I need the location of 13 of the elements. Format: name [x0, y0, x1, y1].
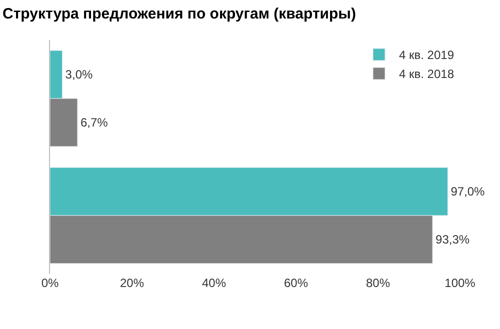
x-tick-label: 80% [366, 276, 390, 290]
x-tick-label: 40% [202, 276, 226, 290]
x-tick-label: 20% [120, 276, 144, 290]
x-tick-label: 100% [444, 276, 476, 290]
x-tick-label: 0% [41, 276, 59, 290]
data-label: 3,0% [65, 68, 93, 82]
x-tick-label: 60% [284, 276, 308, 290]
data-label: 97,0% [450, 184, 486, 199]
legend-label: 4 кв. 2019 [399, 48, 454, 62]
chart-title: Структура предложения по округам (квартиры) [2, 6, 356, 23]
data-label: 93,3% [436, 232, 470, 246]
legend-label: 4 кв. 2018 [399, 67, 454, 82]
data-label: 6,7% [80, 115, 108, 130]
